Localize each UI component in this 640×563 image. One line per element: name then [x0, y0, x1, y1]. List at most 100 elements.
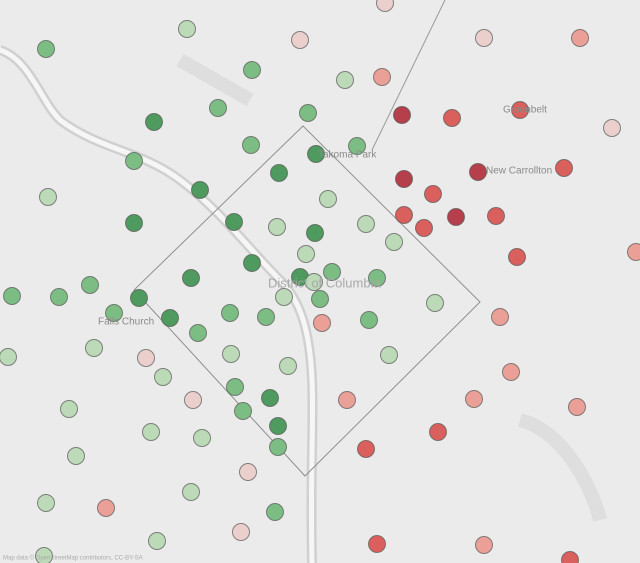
marker[interactable]: [67, 447, 85, 465]
marker[interactable]: [297, 245, 315, 263]
marker[interactable]: [266, 503, 284, 521]
marker[interactable]: [443, 109, 461, 127]
marker[interactable]: [380, 346, 398, 364]
marker[interactable]: [469, 163, 487, 181]
marker[interactable]: [60, 400, 78, 418]
marker[interactable]: [305, 273, 323, 291]
marker[interactable]: [338, 391, 356, 409]
marker[interactable]: [239, 463, 257, 481]
marker[interactable]: [268, 218, 286, 236]
marker[interactable]: [225, 213, 243, 231]
marker[interactable]: [39, 188, 57, 206]
marker[interactable]: [424, 185, 442, 203]
marker[interactable]: [243, 61, 261, 79]
marker[interactable]: [184, 391, 202, 409]
marker[interactable]: [426, 294, 444, 312]
marker[interactable]: [465, 390, 483, 408]
marker[interactable]: [393, 106, 411, 124]
marker[interactable]: [502, 363, 520, 381]
place-label: New Carrollton: [486, 166, 552, 177]
marker[interactable]: [336, 71, 354, 89]
place-label: District of Columbia: [268, 275, 381, 290]
marker[interactable]: [3, 287, 21, 305]
marker[interactable]: [348, 137, 366, 155]
marker[interactable]: [125, 214, 143, 232]
marker[interactable]: [242, 136, 260, 154]
marker[interactable]: [178, 20, 196, 38]
marker[interactable]: [357, 440, 375, 458]
marker[interactable]: [35, 547, 53, 563]
marker[interactable]: [85, 339, 103, 357]
marker[interactable]: [475, 29, 493, 47]
marker[interactable]: [511, 101, 529, 119]
marker[interactable]: [81, 276, 99, 294]
marker[interactable]: [189, 324, 207, 342]
marker[interactable]: [148, 532, 166, 550]
marker[interactable]: [376, 0, 394, 12]
marker[interactable]: [182, 483, 200, 501]
marker[interactable]: [270, 164, 288, 182]
marker[interactable]: [385, 233, 403, 251]
marker[interactable]: [125, 152, 143, 170]
marker[interactable]: [429, 423, 447, 441]
marker[interactable]: [491, 308, 509, 326]
marker[interactable]: [395, 170, 413, 188]
marker[interactable]: [191, 181, 209, 199]
marker[interactable]: [37, 40, 55, 58]
marker[interactable]: [161, 309, 179, 327]
marker[interactable]: [319, 190, 337, 208]
marker[interactable]: [487, 207, 505, 225]
marker[interactable]: [137, 349, 155, 367]
marker[interactable]: [145, 113, 163, 131]
marker[interactable]: [373, 68, 391, 86]
marker[interactable]: [257, 308, 275, 326]
marker[interactable]: [508, 248, 526, 266]
marker[interactable]: [307, 145, 325, 163]
marker[interactable]: [193, 429, 211, 447]
marker[interactable]: [313, 314, 331, 332]
marker[interactable]: [475, 536, 493, 554]
marker[interactable]: [142, 423, 160, 441]
marker[interactable]: [232, 523, 250, 541]
marker[interactable]: [568, 398, 586, 416]
marker[interactable]: [571, 29, 589, 47]
marker[interactable]: [275, 288, 293, 306]
marker[interactable]: [269, 417, 287, 435]
marker[interactable]: [130, 289, 148, 307]
marker[interactable]: [368, 535, 386, 553]
marker[interactable]: [447, 208, 465, 226]
marker[interactable]: [368, 269, 386, 287]
marker[interactable]: [182, 269, 200, 287]
marker[interactable]: [299, 104, 317, 122]
marker[interactable]: [97, 499, 115, 517]
marker[interactable]: [555, 159, 573, 177]
marker[interactable]: [154, 368, 172, 386]
marker[interactable]: [269, 438, 287, 456]
marker[interactable]: [222, 345, 240, 363]
marker[interactable]: [226, 378, 244, 396]
marker[interactable]: [209, 99, 227, 117]
marker[interactable]: [243, 254, 261, 272]
marker[interactable]: [105, 304, 123, 322]
marker[interactable]: [37, 494, 55, 512]
marker[interactable]: [221, 304, 239, 322]
marker[interactable]: [415, 219, 433, 237]
marker[interactable]: [603, 119, 621, 137]
marker[interactable]: [50, 288, 68, 306]
marker[interactable]: [561, 551, 579, 563]
marker[interactable]: [395, 206, 413, 224]
county-boundary: [371, 0, 446, 151]
attribution: Map data © OpenStreetMap contributors, C…: [3, 555, 143, 562]
marker[interactable]: [291, 31, 309, 49]
marker[interactable]: [311, 290, 329, 308]
marker[interactable]: [357, 215, 375, 233]
marker[interactable]: [234, 402, 252, 420]
marker[interactable]: [0, 348, 17, 366]
marker[interactable]: [261, 389, 279, 407]
marker[interactable]: [279, 357, 297, 375]
marker[interactable]: [627, 243, 640, 261]
marker[interactable]: [323, 263, 341, 281]
marker[interactable]: [360, 311, 378, 329]
marker[interactable]: [306, 224, 324, 242]
